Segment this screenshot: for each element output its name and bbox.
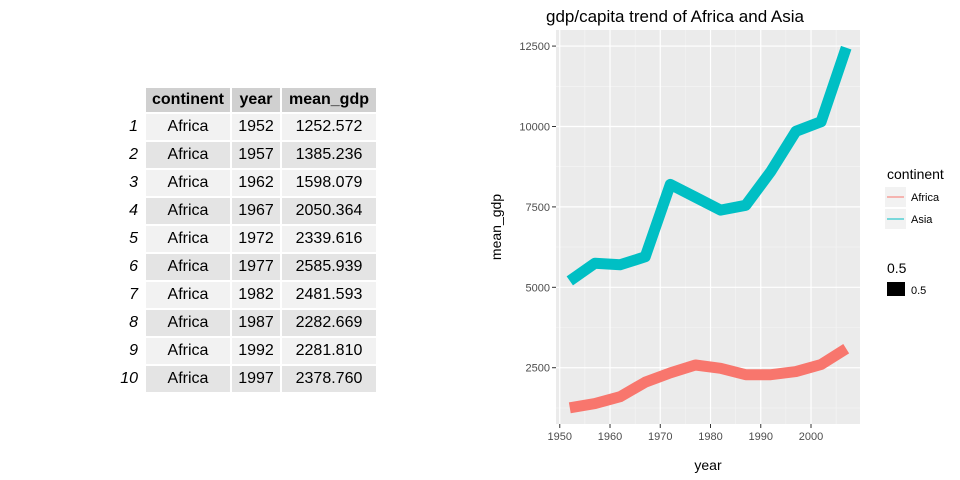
y-tick-label: 5000 (526, 282, 550, 294)
cell-mean-gdp: 1385.236 (282, 142, 376, 168)
table-row: 1 Africa 1952 1252.572 (114, 114, 376, 140)
table-header-row: continent year mean_gdp (114, 88, 376, 112)
row-number: 6 (129, 258, 138, 275)
cell-year: 1987 (232, 310, 280, 336)
row-number: 9 (129, 342, 138, 359)
row-number: 2 (129, 146, 138, 163)
table-row: 10 Africa 1997 2378.760 (114, 366, 376, 392)
size-legend-swatch (887, 282, 905, 296)
cell-continent: Africa (146, 282, 230, 308)
column-header: continent (146, 88, 230, 112)
cell-continent: Africa (146, 366, 230, 392)
axes: 1950 1960 1970 1980 1990 2000 2500 5000 7500 1000… (519, 41, 823, 443)
table-row: 7 Africa 1982 2481.593 (114, 282, 376, 308)
y-axis-label: mean_gdp (488, 194, 504, 260)
cell-year: 1982 (232, 282, 280, 308)
cell-year: 1972 (232, 226, 280, 252)
table-body: 1 Africa 1952 1252.572 2 Africa 1957 1385.236 3 A… (114, 114, 376, 392)
row-number: 5 (129, 230, 138, 247)
series-lines (566, 45, 852, 414)
series-line-africa (568, 344, 850, 414)
cell-year: 1992 (232, 338, 280, 364)
column-header: year (232, 88, 280, 112)
y-tick-label: 7500 (526, 202, 550, 214)
table-row: 9 Africa 1992 2281.810 (114, 338, 376, 364)
table-row: 5 Africa 1972 2339.616 (114, 226, 376, 252)
cell-mean-gdp: 2585.939 (282, 254, 376, 280)
plot-panel (556, 30, 860, 424)
table-row: 4 Africa 1967 2050.364 (114, 198, 376, 224)
cell-continent: Africa (146, 170, 230, 196)
table-row: 6 Africa 1977 2585.939 (114, 254, 376, 280)
cell-mean-gdp: 2281.810 (282, 338, 376, 364)
cell-mean-gdp: 2339.616 (282, 226, 376, 252)
cell-mean-gdp: 2481.593 (282, 282, 376, 308)
chart-title: gdp/capita trend of Africa and Asia (546, 7, 805, 26)
legend-title: continent (887, 166, 944, 182)
cell-continent: Africa (146, 142, 230, 168)
table-row: 2 Africa 1957 1385.236 (114, 142, 376, 168)
cell-year: 1952 (232, 114, 280, 140)
cell-year: 1967 (232, 198, 280, 224)
series-line-asia (566, 45, 852, 286)
cell-continent: Africa (146, 198, 230, 224)
cell-mean-gdp: 2282.669 (282, 310, 376, 336)
row-number: 4 (129, 202, 138, 219)
row-number: 1 (129, 118, 138, 135)
cell-continent: Africa (146, 226, 230, 252)
legend-label-africa: Africa (911, 192, 940, 204)
y-tick-label: 2500 (526, 363, 550, 375)
size-legend-label: 0.5 (911, 285, 926, 297)
cell-year: 1962 (232, 170, 280, 196)
row-number: 8 (129, 314, 138, 331)
cell-mean-gdp: 2378.760 (282, 366, 376, 392)
cell-continent: Africa (146, 254, 230, 280)
x-tick-label: 1980 (698, 431, 722, 443)
row-number: 7 (129, 286, 138, 303)
row-number: 3 (129, 174, 138, 191)
y-tick-label: 12500 (519, 41, 550, 53)
x-tick-label: 1960 (598, 431, 622, 443)
cell-mean-gdp: 2050.364 (282, 198, 376, 224)
cell-continent: Africa (146, 114, 230, 140)
cell-mean-gdp: 1598.079 (282, 170, 376, 196)
cell-year: 1977 (232, 254, 280, 280)
legend: continent Africa Asia 0.5 0.5 (885, 166, 944, 297)
column-header: mean_gdp (282, 88, 376, 112)
table-row: 8 Africa 1987 2282.669 (114, 310, 376, 336)
cell-year: 1997 (232, 366, 280, 392)
x-tick-label: 2000 (799, 431, 823, 443)
x-tick-label: 1990 (749, 431, 773, 443)
x-axis-label: year (694, 457, 722, 473)
cell-continent: Africa (146, 310, 230, 336)
cell-continent: Africa (146, 338, 230, 364)
minor-gridlines (556, 30, 860, 424)
y-tick-label: 10000 (519, 121, 550, 133)
cell-mean-gdp: 1252.572 (282, 114, 376, 140)
cell-year: 1957 (232, 142, 280, 168)
x-tick-label: 1950 (548, 431, 572, 443)
row-number: 10 (120, 370, 138, 387)
legend-label-asia: Asia (911, 214, 933, 226)
gdp-table: continent year mean_gdp 1 Africa 1952 1252.… (112, 86, 378, 394)
table-row: 3 Africa 1962 1598.079 (114, 170, 376, 196)
x-tick-label: 1970 (648, 431, 672, 443)
size-legend-title: 0.5 (887, 260, 907, 276)
